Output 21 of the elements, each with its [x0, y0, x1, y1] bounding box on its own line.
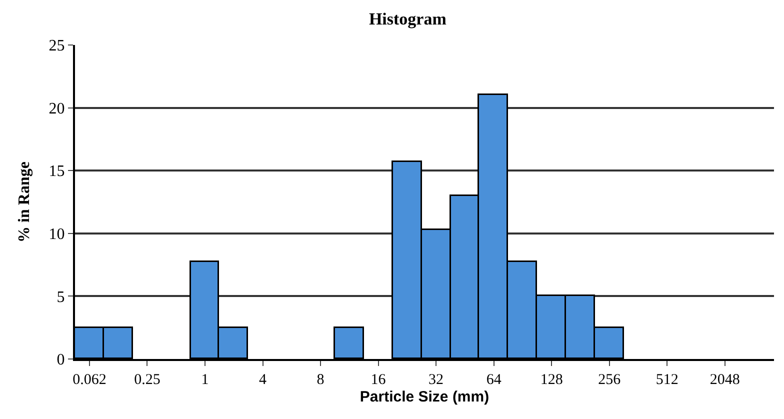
y-tick-label: 10	[48, 226, 65, 243]
x-tick-label: 8	[316, 372, 324, 388]
y-tick-label: 15	[48, 163, 65, 180]
x-tick-label: 256	[598, 372, 622, 388]
x-tick-label: 0.062	[72, 372, 106, 388]
y-tick-label: 25	[48, 38, 65, 55]
y-tick-label: 5	[56, 288, 65, 306]
x-tick-label: 0.25	[134, 372, 160, 388]
y-tick-label: 20	[48, 100, 65, 118]
x-tick-label: 1	[201, 372, 209, 388]
x-tick-label: 128	[540, 372, 563, 388]
y-axis-title: % in Range	[16, 162, 34, 242]
x-tick-label: 32	[428, 372, 444, 388]
y-tick-label: 0	[56, 352, 65, 369]
x-tick-label: 64	[486, 372, 502, 388]
x-tick-label: 2048	[710, 372, 740, 388]
chart-title: Histogram	[368, 9, 446, 28]
x-tick-label: 512	[656, 372, 678, 388]
x-tick-label: 4	[259, 372, 267, 388]
x-axis-title: Particle Size (mm)	[360, 388, 490, 406]
x-tick-label: 16	[370, 372, 386, 388]
